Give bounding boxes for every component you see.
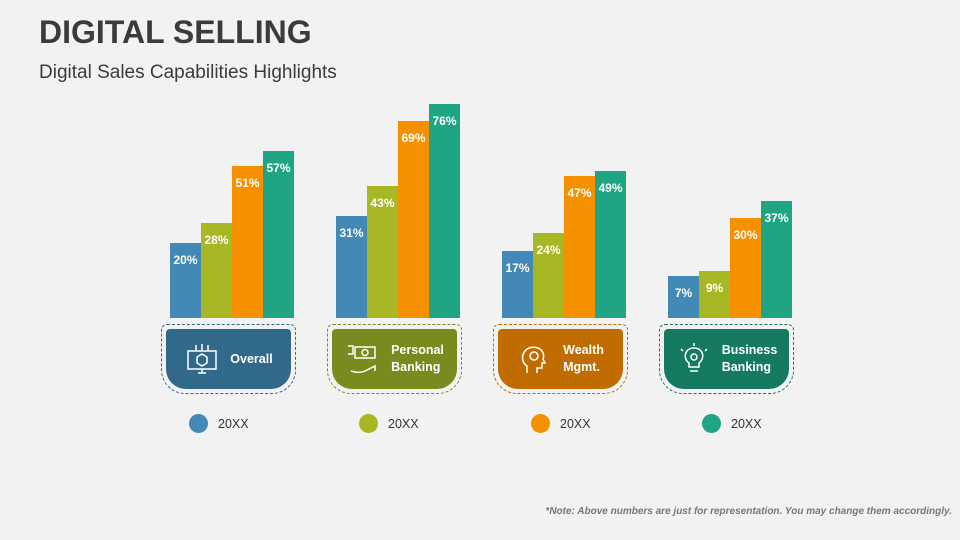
bar: 43% [367, 185, 398, 318]
legend-item: 20XX [189, 414, 249, 433]
bar: 30% [730, 218, 761, 318]
data-label: 57% [266, 161, 291, 176]
data-label: 49% [598, 180, 623, 195]
legend-label: 20XX [388, 416, 419, 431]
bar: 31% [336, 215, 367, 318]
bar: 17% [502, 250, 533, 318]
data-label: 20% [173, 253, 198, 268]
hand-money-icon [348, 345, 376, 374]
data-label: 43% [370, 195, 395, 210]
head-gear-icon [521, 346, 547, 373]
bar: 51% [232, 166, 263, 318]
slide-title: DIGITAL SELLING [39, 14, 312, 50]
bar: 28% [201, 223, 232, 318]
category-label: Overall [230, 351, 273, 366]
lightbulb-icon [680, 343, 708, 372]
bar: 7% [668, 275, 699, 318]
legend-swatch [359, 414, 378, 433]
category-panel: Wealth Mgmt. [493, 324, 628, 394]
legend-item: 20XX [702, 414, 762, 433]
data-label: 9% [705, 280, 724, 295]
bar: 24% [533, 233, 564, 318]
data-label: 31% [339, 225, 364, 240]
legend-label: 20XX [218, 416, 249, 431]
category-panel: Business Banking [659, 324, 794, 394]
bar: 47% [564, 175, 595, 318]
category-label: Business Banking [721, 343, 778, 374]
bar: 49% [595, 170, 626, 318]
bar: 57% [263, 151, 294, 318]
slide-subtitle: Digital Sales Capabilities Highlights [39, 62, 337, 83]
category-panel: Personal Banking [327, 324, 462, 394]
monitor-cube-icon [187, 344, 218, 374]
category-label: Wealth Mgmt. [563, 343, 604, 374]
bar: 9% [699, 270, 730, 318]
legend-label: 20XX [731, 416, 762, 431]
data-label: 28% [204, 233, 229, 248]
data-label: 7% [674, 285, 693, 300]
data-label: 30% [733, 228, 758, 243]
category-panel: Overall [161, 324, 296, 394]
data-label: 69% [401, 131, 426, 146]
bar: 37% [761, 200, 792, 318]
data-label: 51% [235, 176, 260, 190]
legend-swatch [702, 414, 721, 433]
footnote: *Note: Above numbers are just for repres… [545, 506, 952, 517]
legend-swatch [189, 414, 208, 433]
legend-swatch [531, 414, 550, 433]
data-label: 17% [505, 260, 530, 275]
category-label: Personal Banking [391, 343, 444, 374]
data-label: 24% [536, 243, 561, 258]
bar: 69% [398, 121, 429, 318]
data-label: 76% [432, 113, 457, 128]
legend-item: 20XX [359, 414, 419, 433]
data-label: 47% [567, 185, 592, 200]
legend-label: 20XX [560, 416, 591, 431]
data-label: 37% [764, 210, 789, 225]
legend-item: 20XX [531, 414, 591, 433]
bar: 76% [429, 103, 460, 318]
bar: 20% [170, 243, 201, 318]
